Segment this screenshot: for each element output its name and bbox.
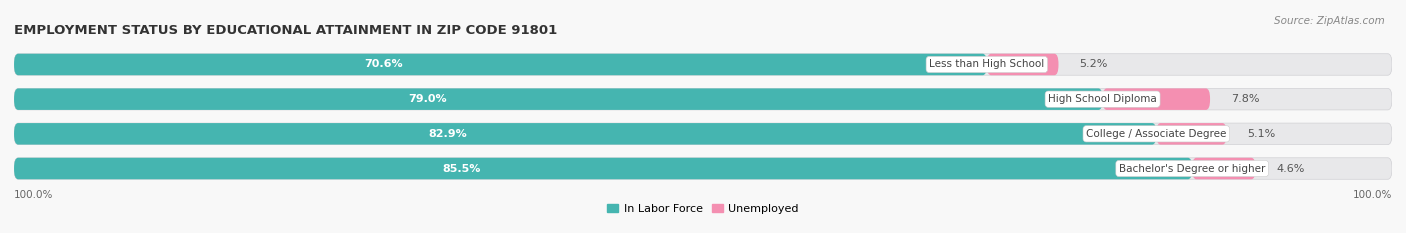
Legend: In Labor Force, Unemployed: In Labor Force, Unemployed [603,199,803,218]
Text: College / Associate Degree: College / Associate Degree [1087,129,1226,139]
FancyBboxPatch shape [14,123,1392,145]
Text: 4.6%: 4.6% [1277,164,1305,174]
Text: 82.9%: 82.9% [429,129,467,139]
Text: High School Diploma: High School Diploma [1049,94,1157,104]
FancyBboxPatch shape [14,123,1156,145]
FancyBboxPatch shape [1192,158,1256,179]
Text: 7.8%: 7.8% [1230,94,1260,104]
FancyBboxPatch shape [14,158,1392,179]
FancyBboxPatch shape [1102,88,1211,110]
Text: 5.1%: 5.1% [1247,129,1275,139]
Text: EMPLOYMENT STATUS BY EDUCATIONAL ATTAINMENT IN ZIP CODE 91801: EMPLOYMENT STATUS BY EDUCATIONAL ATTAINM… [14,24,557,37]
Text: Bachelor's Degree or higher: Bachelor's Degree or higher [1119,164,1265,174]
Text: 100.0%: 100.0% [1353,190,1392,200]
Text: Source: ZipAtlas.com: Source: ZipAtlas.com [1274,16,1385,26]
FancyBboxPatch shape [14,88,1102,110]
FancyBboxPatch shape [987,54,1059,75]
Text: 79.0%: 79.0% [408,94,447,104]
FancyBboxPatch shape [14,88,1392,110]
Text: 100.0%: 100.0% [14,190,53,200]
FancyBboxPatch shape [14,54,1392,75]
Text: 85.5%: 85.5% [443,164,481,174]
FancyBboxPatch shape [1156,123,1226,145]
FancyBboxPatch shape [14,158,1192,179]
FancyBboxPatch shape [14,54,987,75]
Text: 5.2%: 5.2% [1080,59,1108,69]
Text: 70.6%: 70.6% [364,59,404,69]
Text: Less than High School: Less than High School [929,59,1045,69]
